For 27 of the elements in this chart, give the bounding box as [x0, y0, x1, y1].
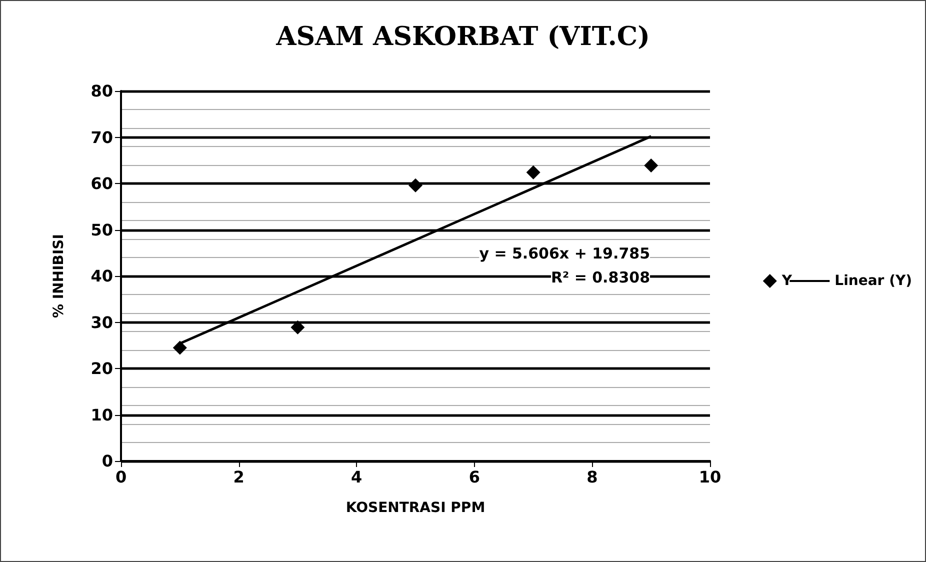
legend-label: Linear (Y) [834, 273, 912, 289]
x-tick-label: 0 [115, 468, 127, 486]
y-tick-label: 10 [90, 405, 113, 424]
point [408, 178, 422, 192]
y-tick-label: 20 [90, 359, 113, 378]
x-tick-label: 4 [351, 468, 362, 486]
chart-title: ASAM ASKORBAT (VIT.C) [275, 22, 650, 52]
y-tick-label: 60 [90, 174, 113, 193]
y-tick-label: 50 [90, 220, 113, 240]
y-tick-label: 0 [102, 452, 113, 470]
y-tick-label: 40 [90, 266, 113, 286]
x-tick-label: 10 [698, 468, 722, 486]
annotation: R² = 0.8308 [550, 268, 650, 286]
x-tick-label: 8 [586, 468, 598, 486]
y-tick-label: 70 [90, 128, 113, 147]
point [526, 165, 540, 180]
annotation: y = 5.606x + 19.785 [479, 244, 650, 262]
point [290, 320, 305, 334]
legend-label: Y [780, 273, 793, 289]
y-tick-label: 80 [90, 82, 113, 100]
y-axis-title: % INHIBISI [51, 234, 67, 318]
point [172, 340, 187, 355]
x-tick-label: 6 [468, 468, 480, 486]
x-axis-title: KOSENTRASI PPM [346, 500, 486, 516]
x-tick-label: 2 [233, 468, 244, 486]
y-tick-label: 30 [90, 312, 113, 332]
point [644, 158, 658, 172]
